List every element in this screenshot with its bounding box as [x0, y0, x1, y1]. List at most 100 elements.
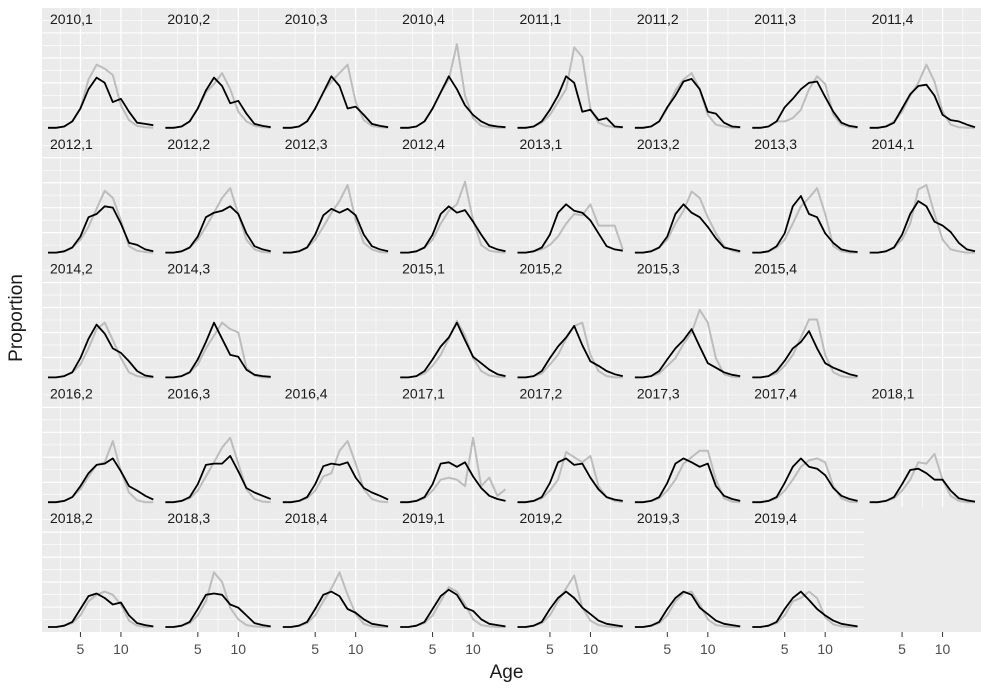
- facet-panel: 2016,4: [276, 382, 395, 508]
- predicted-line: [634, 457, 741, 504]
- predicted-line: [634, 328, 741, 379]
- facet-label: 2017,3: [637, 385, 680, 401]
- facet-panel: 2010,2: [159, 8, 277, 133]
- facet-panel: 2015,2: [511, 257, 629, 383]
- facet-label: 2011,4: [872, 11, 914, 27]
- facet-panel: 2012,2: [159, 132, 277, 258]
- predicted-line: [165, 205, 271, 254]
- facet-label: 2015,2: [520, 261, 563, 277]
- predicted-line: [517, 324, 624, 379]
- predicted-line: [517, 75, 623, 129]
- predicted-line: [752, 195, 858, 254]
- facet-panel: 2015,4: [746, 257, 864, 383]
- predicted-line: [48, 592, 154, 628]
- x-tick-label: 10: [113, 641, 129, 657]
- x-tick-label: 10: [465, 641, 481, 657]
- facet-panel: 2016,2: [42, 382, 160, 508]
- facet-label: 2010,1: [50, 11, 93, 27]
- predicted-line: [400, 461, 506, 504]
- predicted-line: [165, 321, 271, 379]
- x-tick-label: 5: [77, 641, 85, 657]
- x-tick-label: 10: [231, 641, 247, 657]
- predicted-line: [400, 75, 506, 129]
- predicted-line: [282, 590, 389, 628]
- facet-label: 2014,1: [872, 136, 915, 152]
- facet-label: 2013,2: [637, 136, 680, 152]
- facet-panel: [276, 257, 395, 383]
- predicted-line: [517, 590, 623, 628]
- facet-panel: 2010,1: [42, 8, 160, 133]
- predicted-line: [165, 454, 272, 504]
- facet-label: 2019,4: [754, 510, 797, 526]
- facet-panel: 2014,1: [863, 132, 981, 258]
- predicted-line: [752, 457, 858, 504]
- facet-panel: 2017,3: [628, 382, 747, 508]
- facet-label: 2011,3: [754, 11, 796, 27]
- predicted-line: [752, 80, 858, 129]
- facet-label: 2013,1: [520, 136, 563, 152]
- x-tick-label: 10: [700, 641, 716, 657]
- facet-label: 2012,2: [167, 136, 210, 152]
- predicted-line: [48, 457, 154, 504]
- predicted-line: [48, 76, 154, 129]
- facet-panel: 2016,3: [159, 382, 277, 508]
- facet-label: 2017,2: [520, 385, 563, 401]
- facet-panel: 2019,2: [511, 507, 629, 632]
- predicted-line: [634, 78, 741, 129]
- x-tick-label: 5: [781, 641, 789, 657]
- facet-label: 2015,1: [402, 261, 445, 277]
- predicted-line: [48, 323, 154, 379]
- x-tick-label: 5: [311, 641, 319, 657]
- facet-label: 2016,3: [167, 385, 210, 401]
- facet-panel: 2018,4: [276, 507, 395, 632]
- facet-panel: 2019,1: [394, 507, 512, 632]
- facet-label: 2010,3: [285, 11, 328, 27]
- facet-label: 2018,2: [50, 510, 93, 526]
- facet-label: 2019,3: [637, 510, 680, 526]
- facet-label: 2012,3: [285, 136, 328, 152]
- facet-label: 2016,2: [50, 385, 93, 401]
- x-tick-label: 10: [817, 641, 833, 657]
- facet-panel: 2011,2: [628, 8, 747, 133]
- x-tick-label: 10: [935, 641, 951, 657]
- predicted-line: [869, 467, 976, 504]
- facet-panel: 2017,4: [746, 382, 864, 508]
- facet-panel: 2014,2: [42, 257, 160, 383]
- facet-label: 2019,1: [402, 510, 445, 526]
- facet-label: 2016,4: [285, 385, 328, 401]
- predicted-line: [634, 590, 741, 628]
- x-tick-label: 5: [194, 641, 202, 657]
- facet-label: 2017,1: [402, 385, 445, 401]
- predicted-line: [282, 207, 389, 254]
- facet-panel: 2014,3: [159, 257, 277, 383]
- facet-panel: 2013,3: [746, 132, 864, 258]
- facet-panel: 2011,4: [863, 8, 981, 133]
- facet-label: 2018,1: [872, 385, 915, 401]
- facet-panel: 2010,4: [394, 8, 512, 133]
- facet-panel: 2010,3: [276, 8, 395, 133]
- facet-panel: 2018,1: [863, 382, 981, 508]
- facet-label: 2015,4: [754, 261, 797, 277]
- facet-label: 2019,2: [520, 510, 563, 526]
- predicted-line: [752, 330, 858, 379]
- facet-panel: 2017,2: [511, 382, 629, 508]
- predicted-line: [869, 83, 976, 129]
- predicted-line: [517, 203, 623, 254]
- x-tick-label: 5: [429, 641, 437, 657]
- predicted-line: [869, 200, 976, 254]
- facet-label: 2014,2: [50, 261, 93, 277]
- facet-panel: 2019,3: [628, 507, 747, 632]
- facet-panel: 2011,3: [746, 8, 864, 133]
- facet-label: 2018,4: [285, 510, 328, 526]
- predicted-line: [400, 205, 506, 254]
- x-tick-label: 5: [546, 641, 554, 657]
- facet-panel: 2015,1: [394, 257, 512, 383]
- facet-label: 2012,1: [50, 136, 93, 152]
- predicted-line: [752, 590, 858, 628]
- x-axis-title: Age: [489, 662, 524, 683]
- facet-panel: 2015,3: [628, 257, 747, 383]
- facet-label: 2011,1: [520, 11, 562, 27]
- facet-label: 2010,4: [402, 11, 445, 27]
- facet-label: 2014,3: [167, 261, 210, 277]
- x-tick-label: 5: [898, 641, 906, 657]
